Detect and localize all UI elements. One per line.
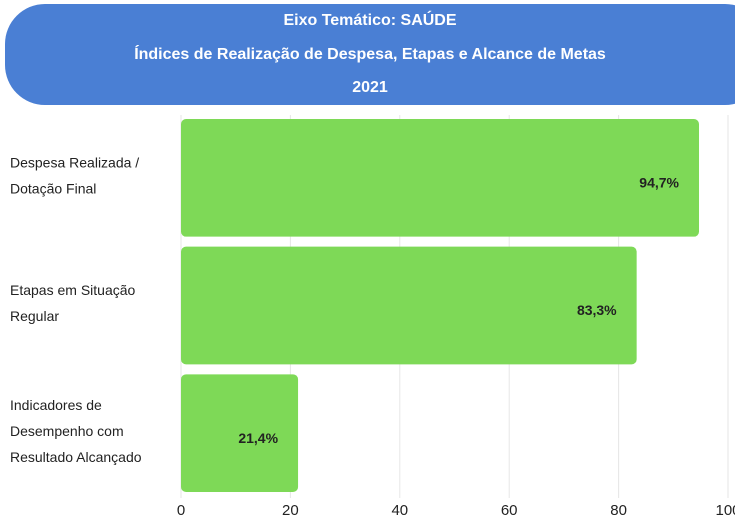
y-tick-label: Desempenho com (10, 423, 124, 439)
y-tick-label: Dotação Final (10, 181, 96, 197)
x-tick-label: 60 (501, 502, 518, 519)
y-tick-label: Resultado Alcançado (10, 449, 142, 465)
x-tick-label: 80 (610, 502, 627, 519)
bar (181, 246, 637, 365)
value-label: 21,4% (238, 430, 278, 446)
x-tick-label: 100 (715, 502, 735, 519)
title-banner (5, 4, 735, 105)
bar (181, 119, 700, 237)
chart-title: 2021 (352, 79, 388, 96)
y-tick-label: Regular (10, 308, 59, 324)
y-tick-label: Despesa Realizada / (10, 155, 139, 171)
x-tick-label: 20 (282, 502, 299, 519)
x-tick-label: 0 (177, 502, 185, 519)
x-tick-label: 40 (391, 502, 408, 519)
bar (181, 374, 299, 492)
chart-title: Eixo Temático: SAÚDE (283, 10, 456, 29)
y-tick-label: Indicadores de (10, 397, 102, 413)
chart-title: Índices de Realização de Despesa, Etapas… (134, 44, 606, 63)
value-label: 83,3% (577, 302, 617, 318)
y-tick-label: Etapas em Situação (10, 282, 136, 298)
value-label: 94,7% (639, 175, 679, 191)
